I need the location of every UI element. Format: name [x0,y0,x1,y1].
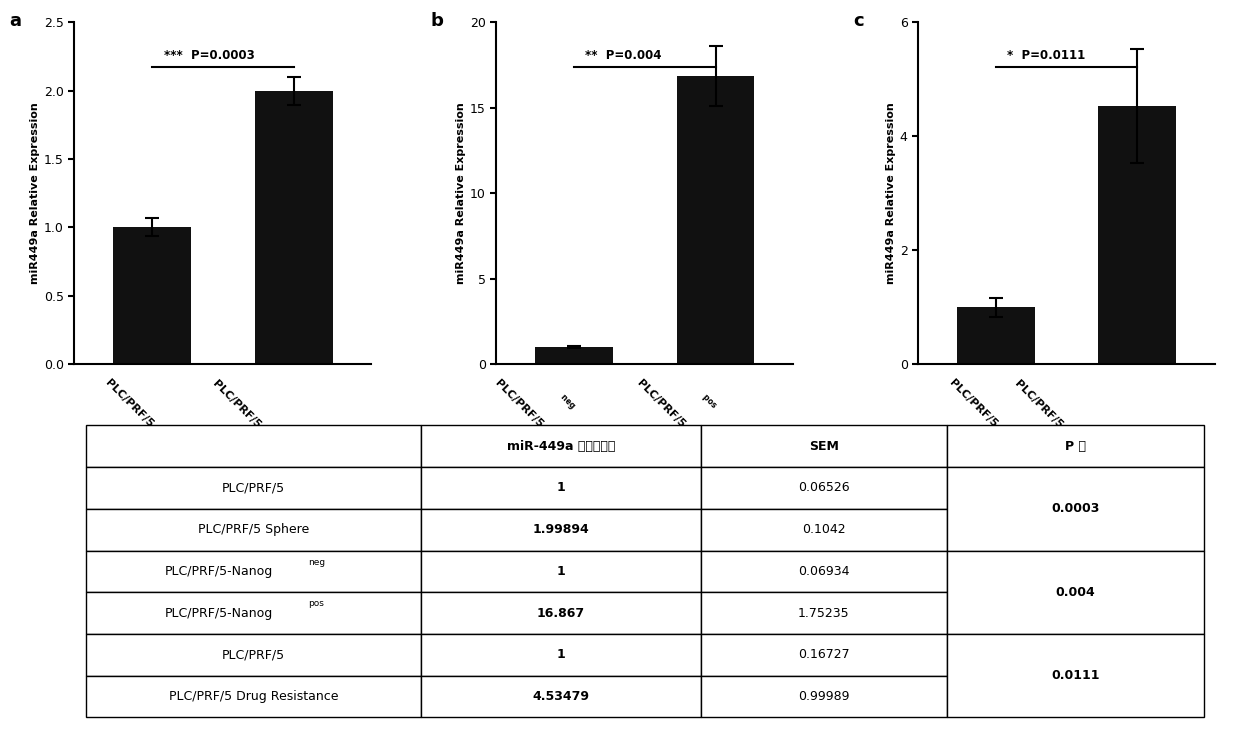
Text: PLC/PRF/5: PLC/PRF/5 [947,377,998,430]
Bar [86,509,422,551]
Text: c: c [853,12,863,30]
Bar [86,634,422,676]
Text: 0.16727: 0.16727 [797,648,849,662]
Bar [701,509,946,551]
Text: **  P=0.004: ** P=0.004 [585,48,662,62]
Bar [946,467,1204,551]
Text: PLC/PRF/5 Drug Resistance: PLC/PRF/5 Drug Resistance [1013,377,1141,504]
Text: PLC/PRF/5-Nanog: PLC/PRF/5-Nanog [165,606,273,620]
Y-axis label: miR449a Relative Expression: miR449a Relative Expression [30,102,40,284]
Bar [86,425,422,467]
Text: PLC/PRF/5-Nanog: PLC/PRF/5-Nanog [635,377,718,461]
Text: 1.75235: 1.75235 [797,606,849,620]
Bar [677,76,754,364]
Text: neg: neg [308,558,325,567]
Y-axis label: miR449a Relative Expression: miR449a Relative Expression [456,102,466,284]
Bar [701,425,946,467]
Text: PLC/PRF/5-Nanog: PLC/PRF/5-Nanog [494,377,577,461]
Bar [701,467,946,509]
Bar [701,551,946,592]
Bar [946,551,1204,634]
Bar [701,634,946,676]
Bar [422,467,701,509]
Bar [254,91,332,364]
Text: 0.0111: 0.0111 [1052,669,1100,682]
Text: miR-449a 平均表达量: miR-449a 平均表达量 [507,440,615,453]
Text: a: a [9,12,21,30]
Bar [422,425,701,467]
Text: 1.99894: 1.99894 [532,523,589,536]
Text: 16.867: 16.867 [537,606,585,620]
Text: PLC/PRF/5: PLC/PRF/5 [222,481,285,495]
Text: *  P=0.0111: * P=0.0111 [1007,48,1085,62]
Bar [422,676,701,718]
Text: 0.0003: 0.0003 [1052,502,1100,515]
Text: PLC/PRF/5 Sphere: PLC/PRF/5 Sphere [198,523,309,536]
Text: PLC/PRF/5: PLC/PRF/5 [103,377,155,430]
Text: pos: pos [309,600,324,609]
Text: 1: 1 [557,565,565,578]
Bar [536,347,613,364]
Bar [1099,106,1177,364]
Bar [86,676,422,718]
Bar [701,676,946,718]
Bar [701,592,946,634]
Bar [957,307,1035,364]
Text: pos: pos [686,377,718,410]
Text: neg: neg [544,377,577,410]
Bar [946,425,1204,467]
Text: b: b [432,12,444,30]
Bar [422,634,701,676]
Text: 0.1042: 0.1042 [802,523,846,536]
Text: SEM: SEM [808,440,838,453]
Bar [86,467,422,509]
Text: PLC/PRF/5-Nanog: PLC/PRF/5-Nanog [165,565,273,578]
Text: ***  P=0.0003: *** P=0.0003 [164,48,254,62]
Text: 0.06526: 0.06526 [797,481,849,495]
Text: PLC/PRF/5 Drug Resistance: PLC/PRF/5 Drug Resistance [169,690,339,703]
Bar [422,551,701,592]
Bar [86,592,422,634]
Text: PLC/PRF/5 Sphere: PLC/PRF/5 Sphere [211,377,296,463]
Text: 1: 1 [557,648,565,662]
Bar [422,592,701,634]
Bar [422,509,701,551]
Text: 1: 1 [557,481,565,495]
Bar [86,551,422,592]
Text: 4.53479: 4.53479 [532,690,589,703]
Y-axis label: miR449a Relative Expression: miR449a Relative Expression [885,102,895,284]
Text: P 值: P 值 [1065,440,1086,453]
Bar [946,634,1204,718]
Text: 0.004: 0.004 [1055,586,1095,599]
Bar [113,228,191,364]
Text: 0.06934: 0.06934 [797,565,849,578]
Text: 0.99989: 0.99989 [797,690,849,703]
Text: PLC/PRF/5: PLC/PRF/5 [222,648,285,662]
